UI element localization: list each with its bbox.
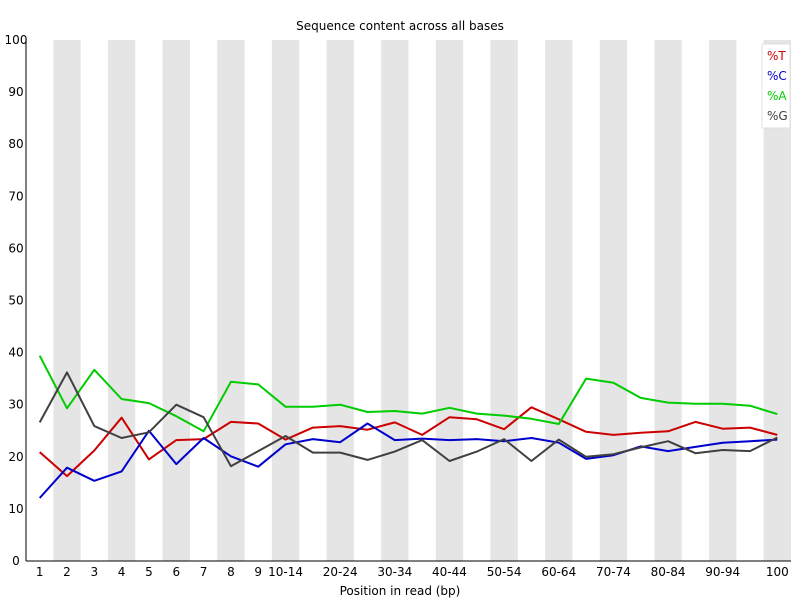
- x-axis-ticks: 1 2 3 4 5 6 7 8 9 10-14 20-24 30-34 40-44 50-54 60-64 7…: [36, 565, 789, 579]
- x-axis-label: Position in read (bp): [340, 584, 461, 598]
- legend-item: %G: [767, 109, 788, 123]
- legend: %T %C %A %G: [761, 43, 791, 129]
- series-line-t: [39, 406, 778, 478]
- x-tick-label: 90-94: [705, 565, 740, 579]
- y-tick-label: 20: [8, 450, 23, 464]
- x-tick-label: 80-84: [651, 565, 686, 579]
- background-band: [435, 40, 464, 561]
- x-tick-label: 3: [90, 565, 98, 579]
- x-tick-label: 4: [118, 565, 126, 579]
- chart-title: Sequence content across all bases: [296, 19, 504, 33]
- x-tick-label: 5: [145, 565, 153, 579]
- y-tick-label: 30: [8, 398, 23, 412]
- background-band: [271, 40, 300, 561]
- x-tick-label: 60-64: [541, 565, 576, 579]
- background-band: [326, 40, 354, 561]
- x-tick-label: 6: [172, 565, 180, 579]
- y-tick-label: 100: [5, 33, 28, 47]
- series-line-g: [38, 371, 778, 468]
- x-tick-label: 2: [63, 565, 71, 579]
- x-tick-label: 70-74: [596, 565, 631, 579]
- y-tick-label: 70: [8, 189, 23, 203]
- y-tick-label: 60: [8, 241, 23, 255]
- legend-item: %T: [767, 49, 786, 63]
- background-band: [217, 40, 245, 561]
- background-band: [654, 40, 682, 561]
- y-tick-label: 0: [12, 554, 20, 568]
- x-tick-label: 1: [36, 565, 44, 579]
- y-tick-label: 80: [8, 137, 23, 151]
- background-band: [53, 40, 81, 561]
- x-tick-label: 9: [254, 565, 262, 579]
- y-tick-label: 10: [8, 502, 23, 516]
- series-lines: [38, 355, 778, 499]
- background-band: [545, 40, 573, 561]
- y-tick-label: 50: [8, 294, 23, 308]
- background-band: [107, 40, 136, 561]
- legend-item: %C: [767, 69, 787, 83]
- x-tick-label: 10-14: [268, 565, 303, 579]
- y-tick-label: 40: [8, 346, 23, 360]
- x-tick-label: 50-54: [487, 565, 522, 579]
- series-line-c: [38, 422, 778, 499]
- x-tick-label: 30-34: [377, 565, 412, 579]
- legend-box: [761, 43, 791, 129]
- x-tick-label: 7: [200, 565, 208, 579]
- background-band: [162, 40, 190, 561]
- background-band: [490, 40, 518, 561]
- legend-item: %A: [767, 89, 787, 103]
- x-tick-label: 100: [766, 565, 789, 579]
- axes: [25, 40, 791, 562]
- y-axis-ticks: 0 10 20 30 40 50 60 70 80 90 100: [5, 33, 28, 568]
- background-band: [381, 40, 409, 561]
- y-tick-label: 90: [8, 85, 23, 99]
- background-band: [599, 40, 628, 561]
- background-band: [709, 40, 737, 561]
- x-tick-label: 20-24: [323, 565, 358, 579]
- background-bands: [53, 40, 791, 561]
- x-tick-label: 40-44: [432, 565, 467, 579]
- x-tick-label: 8: [227, 565, 235, 579]
- series-line-a: [38, 355, 778, 433]
